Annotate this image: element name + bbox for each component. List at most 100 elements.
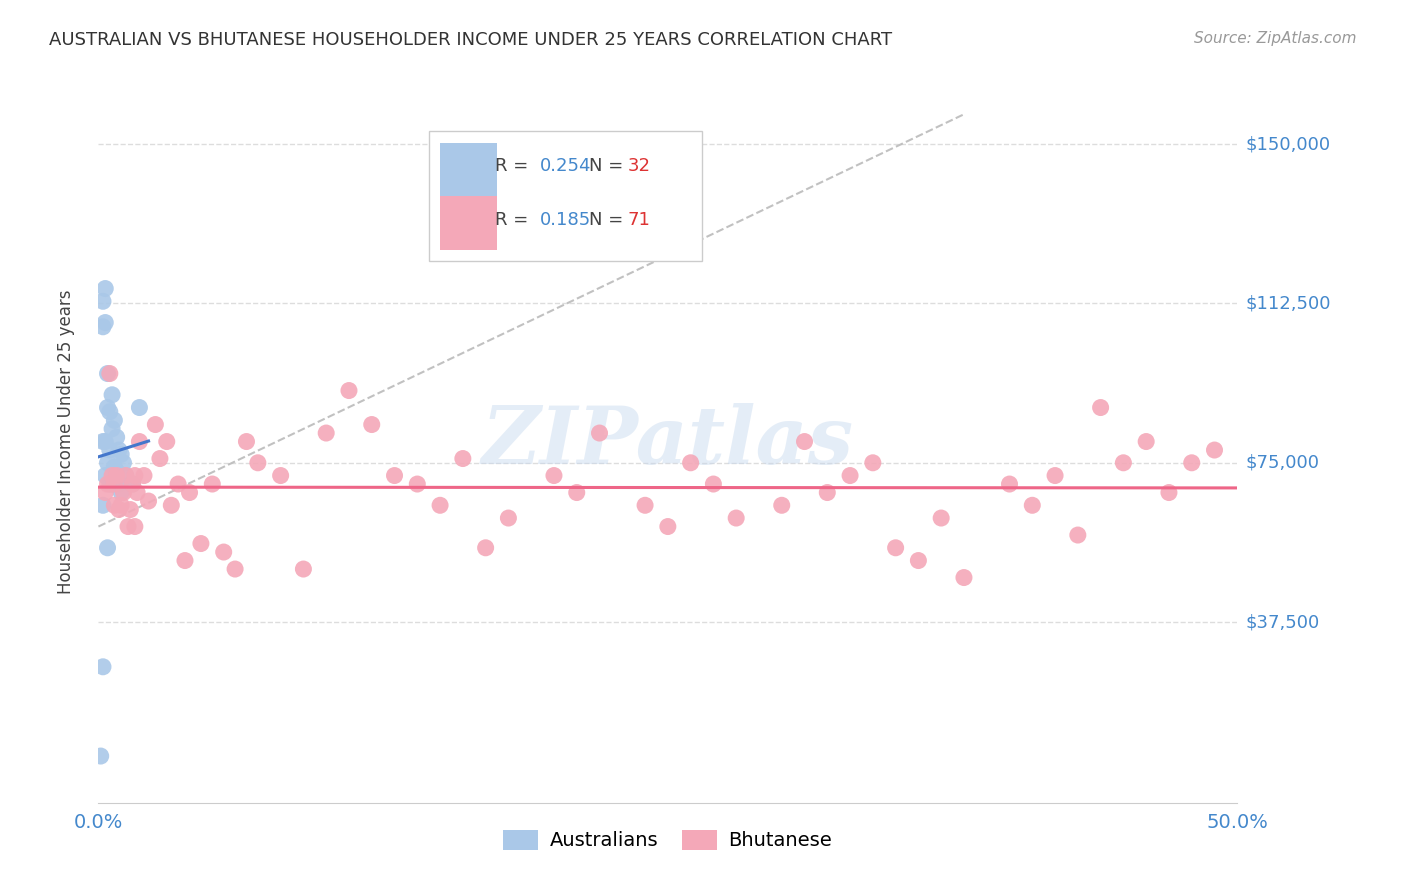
Point — [112, 485, 135, 500]
Point — [114, 468, 136, 483]
Point — [105, 464, 128, 478]
Point — [174, 553, 197, 567]
Point — [246, 456, 269, 470]
Y-axis label: Householder Income Under 25 years: Householder Income Under 25 years — [56, 289, 75, 594]
Text: R =: R = — [495, 157, 534, 176]
Point — [110, 485, 132, 500]
Text: 0.254: 0.254 — [540, 157, 592, 176]
Point — [96, 477, 118, 491]
Point — [1135, 434, 1157, 449]
Point — [1157, 485, 1180, 500]
Point — [815, 485, 838, 500]
Point — [657, 519, 679, 533]
Point — [103, 460, 125, 475]
Text: $112,500: $112,500 — [1246, 294, 1331, 312]
Text: $150,000: $150,000 — [1246, 135, 1330, 153]
Text: N =: N = — [589, 157, 630, 176]
Point — [929, 511, 952, 525]
Text: N =: N = — [589, 211, 630, 228]
Point — [98, 405, 121, 419]
Point — [702, 477, 724, 491]
Point — [406, 477, 429, 491]
Point — [1112, 456, 1135, 470]
Point — [907, 553, 929, 567]
Point — [103, 413, 125, 427]
Point — [128, 434, 150, 449]
Point — [108, 477, 131, 491]
Point — [96, 456, 118, 470]
Point — [105, 468, 128, 483]
Legend: Australians, Bhutanese: Australians, Bhutanese — [495, 822, 841, 858]
Point — [337, 384, 360, 398]
Point — [120, 502, 142, 516]
Text: ZIPatlas: ZIPatlas — [482, 403, 853, 480]
Point — [384, 468, 406, 483]
Point — [474, 541, 496, 555]
Point — [1090, 401, 1112, 415]
Point — [156, 434, 179, 449]
Point — [94, 485, 117, 500]
Point — [121, 477, 143, 491]
Point — [190, 536, 212, 550]
Point — [101, 477, 124, 491]
Point — [201, 477, 224, 491]
Point — [110, 498, 132, 512]
Point — [315, 425, 337, 440]
Point — [793, 434, 815, 449]
Point — [91, 498, 114, 512]
Point — [96, 367, 118, 381]
Point — [179, 485, 201, 500]
Point — [94, 316, 117, 330]
Text: Source: ZipAtlas.com: Source: ZipAtlas.com — [1194, 31, 1357, 46]
Point — [94, 434, 117, 449]
Point — [224, 562, 246, 576]
Point — [145, 417, 167, 432]
Point — [114, 468, 136, 483]
Point — [770, 498, 793, 512]
Point — [91, 319, 114, 334]
Point — [429, 498, 451, 512]
Point — [1067, 528, 1090, 542]
Point — [98, 477, 121, 491]
Point — [127, 485, 149, 500]
Point — [292, 562, 315, 576]
Point — [96, 541, 118, 555]
Point — [862, 456, 884, 470]
Point — [96, 401, 118, 415]
FancyBboxPatch shape — [429, 131, 702, 260]
Point — [212, 545, 235, 559]
Point — [124, 519, 146, 533]
Point — [588, 425, 610, 440]
Point — [103, 498, 125, 512]
Point — [149, 451, 172, 466]
Point — [98, 443, 121, 458]
Point — [1021, 498, 1043, 512]
Point — [543, 468, 565, 483]
Point — [112, 456, 135, 470]
Point — [98, 367, 121, 381]
Point — [360, 417, 382, 432]
Point — [565, 485, 588, 500]
Point — [128, 401, 150, 415]
Point — [451, 451, 474, 466]
Point — [270, 468, 292, 483]
Point — [167, 477, 190, 491]
Point — [94, 281, 117, 295]
FancyBboxPatch shape — [440, 195, 498, 250]
Point — [91, 294, 114, 309]
Text: 0.185: 0.185 — [540, 211, 592, 228]
Point — [91, 434, 114, 449]
Point — [1181, 456, 1204, 470]
Text: R =: R = — [495, 211, 534, 228]
Point — [108, 443, 131, 458]
Point — [101, 468, 124, 483]
Point — [235, 434, 257, 449]
FancyBboxPatch shape — [440, 143, 498, 197]
Text: $75,000: $75,000 — [1246, 454, 1320, 472]
Point — [117, 519, 139, 533]
Point — [1043, 468, 1066, 483]
Point — [884, 541, 907, 555]
Text: AUSTRALIAN VS BHUTANESE HOUSEHOLDER INCOME UNDER 25 YEARS CORRELATION CHART: AUSTRALIAN VS BHUTANESE HOUSEHOLDER INCO… — [49, 31, 893, 49]
Point — [103, 477, 125, 491]
Point — [998, 477, 1021, 491]
